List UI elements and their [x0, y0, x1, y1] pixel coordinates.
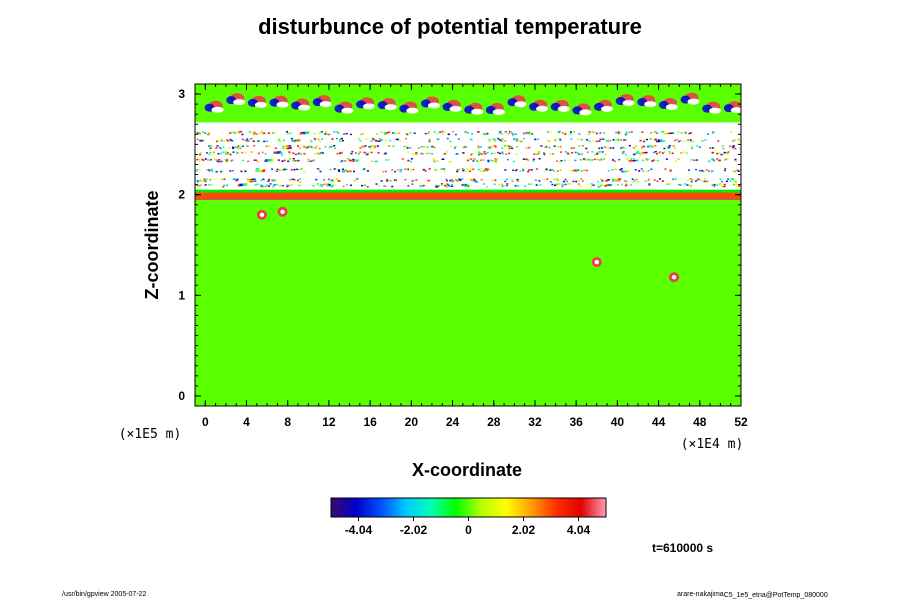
- field-region: [195, 192, 741, 200]
- footer-left: /usr/bin/gpview 2005-07-22: [62, 591, 147, 598]
- y-tick-label: 1: [178, 288, 185, 302]
- x-tick-label: 28: [487, 415, 501, 429]
- x-axis-label: X-coordinate: [412, 460, 522, 480]
- x-scale-label: (×1E4 m): [681, 437, 744, 452]
- x-tick-label: 8: [284, 415, 291, 429]
- x-axis: 0 4 8 12 16 20 24 28 32 36 40 44 48 52: [202, 84, 748, 429]
- footer-right: arare-nakajimaC5_1e5_etna@PotTemp_080000: [677, 591, 828, 599]
- x-tick-label: 48: [693, 415, 707, 429]
- y-tick-label: 0: [178, 389, 185, 403]
- chart-title: disturbunce of potential temperature: [258, 14, 642, 39]
- time-label: t=610000 s: [652, 541, 713, 555]
- footer-right-small: C5_1e5_etna@PotTemp_080000: [724, 592, 828, 599]
- x-tick-label: 0: [202, 415, 209, 429]
- y-axis: 0 1 2 3: [178, 87, 741, 403]
- colorbar-tick-label: -2.02: [400, 523, 428, 537]
- y-tick-label: 3: [178, 87, 185, 101]
- field-region: [195, 199, 741, 406]
- x-tick-label: 20: [405, 415, 419, 429]
- heatmap-field: [195, 84, 741, 406]
- x-tick-label: 16: [363, 415, 377, 429]
- y-scale-label: (×1E5 m): [119, 427, 182, 442]
- y-axis-label: Z-coordinate: [142, 190, 162, 299]
- x-tick-label: 12: [322, 415, 336, 429]
- x-tick-label: 24: [446, 415, 460, 429]
- colorbar: -4.04 -2.02 0 2.02 4.04: [330, 497, 607, 537]
- x-tick-label: 36: [569, 415, 583, 429]
- x-tick-label: 40: [611, 415, 625, 429]
- x-tick-label: 52: [734, 415, 748, 429]
- colorbar-swatch: [330, 497, 607, 518]
- colorbar-tick-label: 2.02: [512, 523, 536, 537]
- x-tick-label: 32: [528, 415, 542, 429]
- y-tick-label: 2: [178, 188, 185, 202]
- x-tick-label: 44: [652, 415, 666, 429]
- colorbar-tick-label: -4.04: [345, 523, 373, 537]
- footer-right-main: arare-nakajima: [677, 591, 724, 598]
- colorbar-tick-label: 4.04: [567, 523, 591, 537]
- colorbar-tick-label: 0: [465, 523, 472, 537]
- x-tick-label: 4: [243, 415, 250, 429]
